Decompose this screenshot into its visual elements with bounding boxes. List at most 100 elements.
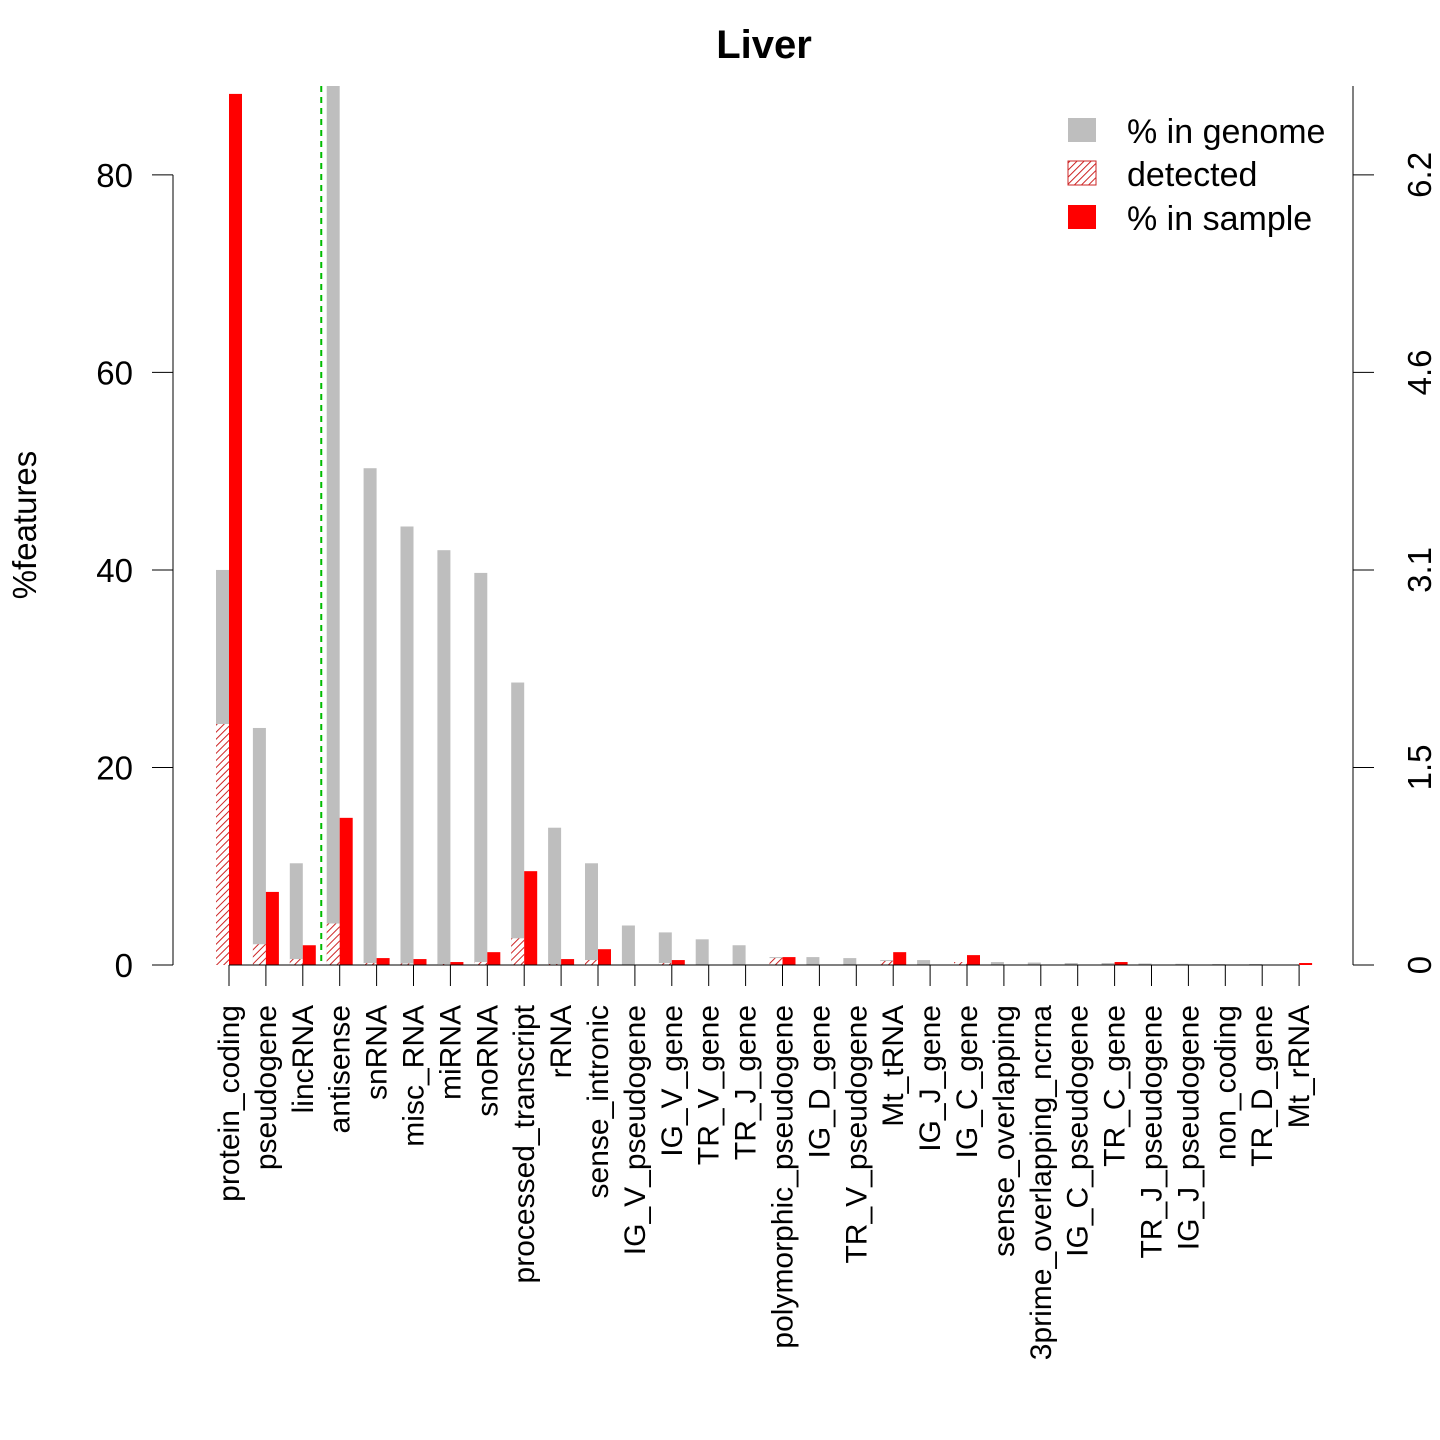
sample-bar <box>893 952 907 965</box>
category-label: TR_V_pseudogene <box>840 1005 873 1264</box>
left-y-axis: 0 20 40 60 80 <box>96 157 174 984</box>
sample-bar <box>450 962 464 965</box>
legend-swatch-detected <box>1067 160 1097 186</box>
sample-bar <box>782 957 796 965</box>
genome-bar <box>990 962 1004 965</box>
genome-bar <box>695 939 709 965</box>
category-label: antisense <box>324 1005 357 1133</box>
category-label: TR_J_pseudogene <box>1136 1005 1169 1259</box>
detected-bar <box>880 961 894 965</box>
legend-label-genome: % in genome <box>1127 113 1325 151</box>
category-label: IG_J_pseudogene <box>1172 1005 1205 1250</box>
category-label: IG_C_gene <box>951 1005 984 1158</box>
sample-bar <box>671 960 685 965</box>
sample-bar <box>1299 963 1313 965</box>
category-label: processed_transcript <box>508 1004 541 1283</box>
category-label: Mt_rRNA <box>1283 1005 1316 1128</box>
genome-bar <box>400 526 414 965</box>
detected-bar <box>658 963 672 965</box>
legend-swatch-sample <box>1068 205 1096 229</box>
sample-bar <box>413 959 427 965</box>
category-label: non_coding <box>1209 1005 1242 1160</box>
category-label: sense_intronic <box>582 1005 615 1198</box>
y-axis-label: %features <box>6 451 43 600</box>
genome-bar <box>474 572 488 965</box>
category-label: IG_D_gene <box>803 1005 836 1158</box>
detected-bar <box>585 960 598 965</box>
sample-bar <box>229 93 242 965</box>
left-tick-label: 0 <box>115 947 133 984</box>
genome-bar <box>1175 963 1189 965</box>
category-label: IG_V_pseudogene <box>619 1005 652 1255</box>
sample-bar <box>302 945 316 965</box>
legend-swatch-genome <box>1068 118 1096 142</box>
category-label: IG_C_pseudogene <box>1062 1005 1095 1257</box>
category-label: IG_J_gene <box>914 1005 947 1152</box>
detected-bar <box>216 724 229 965</box>
genome-bar <box>548 827 562 965</box>
genome-bar <box>289 863 303 965</box>
sample-bar <box>265 891 279 965</box>
left-tick-label: 40 <box>96 552 133 589</box>
category-label: sense_overlapping <box>988 1005 1021 1257</box>
genome-bar <box>585 863 598 965</box>
category-label: Mt_tRNA <box>877 1005 910 1127</box>
category-label: IG_V_gene <box>656 1005 689 1157</box>
genome-bar <box>1027 962 1041 965</box>
right-y-axis: 0 1.5 3.1 4.6 6.2 <box>1352 86 1438 974</box>
sample-bar <box>967 955 980 965</box>
genome-bar <box>806 957 820 965</box>
right-tick-label: 3.1 <box>1401 547 1438 593</box>
sample-bar <box>561 959 575 965</box>
category-label: TR_D_gene <box>1246 1005 1279 1167</box>
category-label: snRNA <box>361 1005 394 1100</box>
detected-bar <box>400 963 414 965</box>
genome-bar <box>1101 963 1115 965</box>
legend-label-sample: % in sample <box>1127 200 1312 238</box>
category-label: TR_J_gene <box>730 1005 763 1160</box>
sample-bar <box>524 871 538 965</box>
legend-label-detected: detected <box>1127 156 1257 194</box>
category-labels: protein_coding pseudogene lincRNA antisense… <box>213 964 1316 1361</box>
detected-bar <box>954 962 967 965</box>
detected-bar <box>363 963 377 965</box>
bar-series-group <box>216 86 1313 965</box>
genome-bar <box>917 960 931 965</box>
genome-bar <box>511 682 525 965</box>
genome-bar <box>732 945 746 965</box>
category-label: protein_coding <box>213 1005 246 1202</box>
category-label: snoRNA <box>471 1005 504 1117</box>
left-tick-label: 80 <box>96 157 133 194</box>
right-tick-label: 4.6 <box>1401 349 1438 395</box>
chart-title: Liver <box>716 23 812 67</box>
genome-bar <box>843 958 857 965</box>
sample-bar <box>487 952 501 965</box>
legend: % in genome detected % in sample <box>1067 113 1325 238</box>
genome-bar <box>326 86 340 965</box>
detected-bar <box>326 923 340 965</box>
right-tick-label: 1.5 <box>1401 745 1438 791</box>
genome-bar <box>437 550 451 965</box>
detected-bar <box>511 938 525 965</box>
category-label: 3prime_overlapping_ncrna <box>1025 1005 1058 1361</box>
detected-bar <box>289 959 303 965</box>
category-label: rRNA <box>545 1005 578 1078</box>
category-label: pseudogene <box>250 1005 283 1170</box>
sample-bar <box>598 949 611 965</box>
sample-bar <box>376 958 390 965</box>
genome-bar <box>363 468 377 965</box>
category-label: polymorphic_pseudogene <box>767 1005 800 1349</box>
genome-bar <box>1064 963 1078 965</box>
right-tick-label: 0 <box>1401 956 1438 974</box>
detected-bar <box>769 958 783 965</box>
right-tick-label: 6.2 <box>1401 152 1438 198</box>
left-tick-label: 20 <box>96 749 133 786</box>
detected-bar <box>252 944 266 965</box>
genome-bar <box>658 932 672 965</box>
category-label: TR_C_gene <box>1099 1005 1132 1167</box>
detected-bar <box>474 962 488 965</box>
category-label: TR_V_gene <box>693 1005 726 1165</box>
left-tick-label: 60 <box>96 354 133 391</box>
category-label: misc_RNA <box>398 1005 431 1147</box>
